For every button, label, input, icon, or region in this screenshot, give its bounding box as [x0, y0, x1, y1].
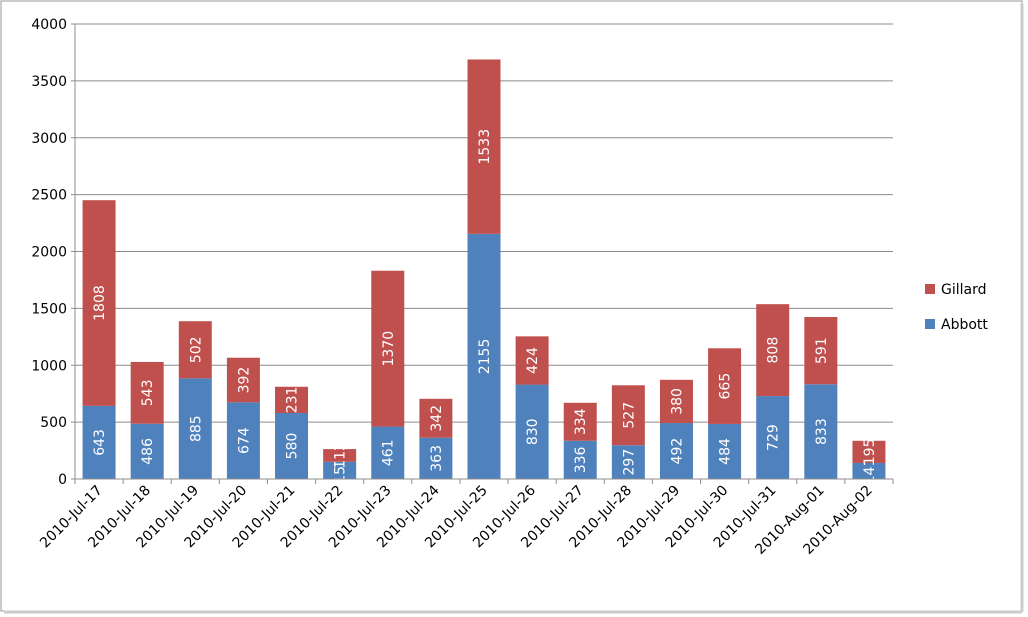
value-label: 336 — [573, 446, 589, 473]
bar-segment — [852, 440, 886, 463]
bar-segment — [515, 336, 549, 385]
y-tick-label: 500 — [40, 415, 67, 431]
bar-segment — [563, 402, 597, 441]
bar-segment — [371, 270, 405, 427]
value-label: 643 — [92, 429, 108, 456]
bar-segment — [130, 423, 164, 479]
value-label: 141 — [862, 458, 878, 485]
legend-label: Gillard — [941, 282, 987, 298]
value-label: 665 — [718, 373, 734, 400]
y-tick-label: 1000 — [31, 358, 67, 374]
bar-segment — [323, 449, 357, 462]
value-label: 380 — [669, 388, 685, 415]
value-label: 231 — [285, 387, 301, 414]
value-label: 830 — [525, 418, 541, 445]
bar-segment — [611, 445, 645, 479]
bar-segment — [323, 461, 357, 479]
y-tick-label: 4000 — [31, 17, 67, 33]
bar-segment — [178, 321, 212, 379]
bar-segment — [756, 304, 790, 397]
value-label: 363 — [429, 445, 445, 472]
y-tick-label: 3000 — [31, 131, 67, 147]
y-tick-label: 1500 — [31, 301, 67, 317]
bar-segment — [130, 361, 164, 424]
value-label: 674 — [236, 427, 252, 454]
y-tick-label: 3500 — [31, 74, 67, 90]
bar-segment — [178, 378, 212, 479]
value-label: 461 — [381, 439, 397, 466]
bar-segment — [852, 462, 886, 479]
value-label: 502 — [188, 336, 204, 363]
value-label: 334 — [573, 408, 589, 435]
bar-segment — [708, 348, 742, 424]
legend-swatch — [925, 319, 935, 329]
bar-segment — [226, 357, 260, 403]
bar-segment — [226, 402, 260, 479]
value-label: 195 — [862, 439, 878, 466]
y-tick-label: 2500 — [31, 188, 67, 204]
legend-label: Abbott — [941, 317, 988, 333]
y-tick-label: 0 — [58, 472, 67, 488]
bar-segment — [82, 405, 116, 479]
value-label: 885 — [188, 415, 204, 442]
value-label: 342 — [429, 405, 445, 432]
value-label: 833 — [814, 418, 830, 445]
value-label: 1533 — [477, 129, 493, 165]
bar-segment — [419, 398, 453, 438]
value-label: 297 — [621, 449, 637, 476]
bar-segment — [756, 396, 790, 479]
value-label: 424 — [525, 347, 541, 374]
value-label: 1370 — [381, 331, 397, 367]
value-label: 392 — [236, 367, 252, 394]
bar-segment — [804, 384, 838, 479]
legend-swatch — [925, 284, 935, 294]
value-label: 591 — [814, 337, 830, 364]
bar-segment — [467, 59, 501, 234]
value-label: 543 — [140, 379, 156, 406]
value-label: 484 — [718, 438, 734, 465]
value-label: 527 — [621, 402, 637, 429]
bar-segment — [371, 426, 405, 479]
bar-segment — [82, 200, 116, 406]
bar-segment — [708, 423, 742, 479]
bar-segment — [563, 440, 597, 479]
bar-segment — [275, 413, 309, 479]
bar-segment — [275, 386, 309, 414]
value-label: 580 — [285, 433, 301, 460]
value-label: 2155 — [477, 339, 493, 375]
value-label: 112 — [333, 442, 349, 469]
bar-segment — [659, 379, 693, 424]
value-label: 486 — [140, 438, 156, 465]
value-label: 808 — [766, 337, 782, 364]
value-label: 492 — [669, 438, 685, 465]
bar-segment — [419, 437, 453, 479]
value-label: 729 — [766, 424, 782, 451]
bar-segment — [467, 233, 501, 479]
bar-segment — [804, 317, 838, 385]
bar-segment — [515, 384, 549, 479]
bar-segment — [611, 385, 645, 446]
y-tick-label: 2000 — [31, 245, 67, 261]
value-label: 151 — [333, 457, 349, 484]
bar-segment — [659, 423, 693, 479]
value-label: 1808 — [92, 285, 108, 321]
